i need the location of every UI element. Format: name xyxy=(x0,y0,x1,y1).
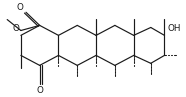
Text: O: O xyxy=(36,86,43,95)
Text: O: O xyxy=(12,24,19,33)
Text: OH: OH xyxy=(168,24,181,33)
Text: O: O xyxy=(16,3,23,12)
